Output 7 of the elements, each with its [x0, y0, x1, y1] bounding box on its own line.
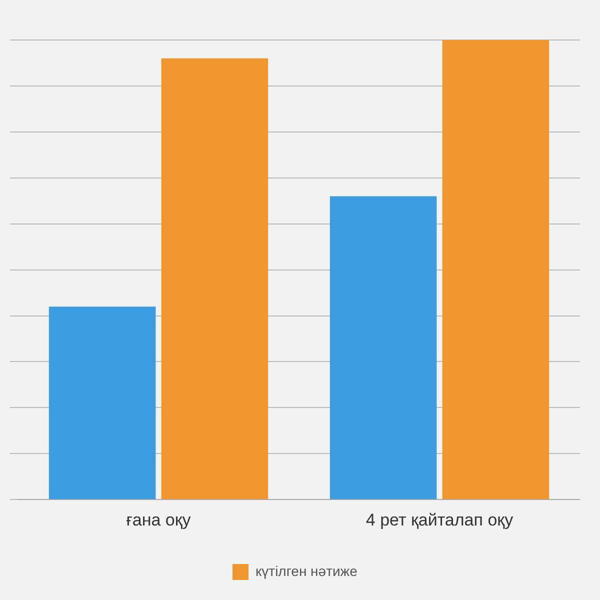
bar	[442, 40, 550, 500]
bar	[48, 306, 156, 500]
bar	[161, 58, 268, 500]
x-tick-label: ғана оқу	[126, 510, 192, 530]
legend-label: күтілген нәтиже	[256, 562, 358, 579]
x-tick-label: 4 рет қайталап оқу	[366, 510, 514, 530]
bar	[330, 196, 437, 500]
